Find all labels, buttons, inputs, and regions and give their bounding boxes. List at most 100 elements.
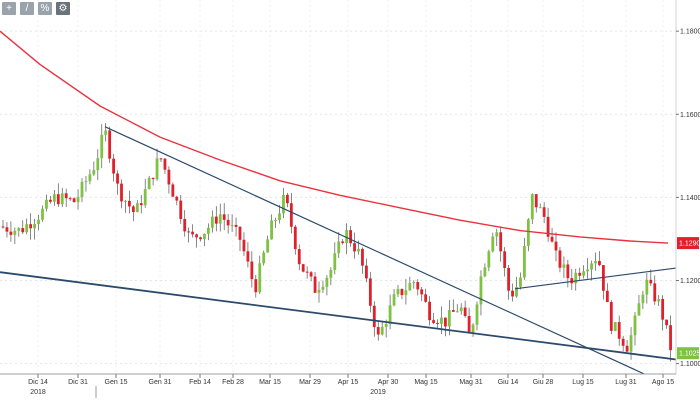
trendline-upper-downtrend: [104, 126, 677, 390]
ma-line: [0, 30, 669, 244]
candle-body: [467, 316, 471, 334]
candle-body: [135, 203, 139, 213]
candle-body: [143, 189, 147, 206]
candle-body: [621, 338, 625, 346]
candle-body: [100, 134, 104, 159]
candle-body: [380, 326, 384, 335]
candle-body: [400, 288, 404, 296]
candle-body: [372, 305, 376, 328]
candle-body: [337, 241, 341, 254]
candle-body: [321, 286, 325, 290]
candle-body: [289, 203, 293, 227]
x-tick-label: Apr 15: [338, 379, 359, 386]
candle-body: [155, 158, 159, 180]
candle-body: [649, 279, 653, 284]
candle-body: [444, 317, 447, 327]
candle-body: [52, 194, 56, 202]
candles: [1, 122, 672, 362]
candle-body: [175, 196, 179, 201]
candle-body: [278, 213, 281, 220]
candle-body: [570, 278, 574, 284]
x-axis-band: [0, 374, 700, 400]
candle-body: [33, 224, 36, 229]
candle-body: [242, 239, 246, 252]
candle-body: [554, 241, 558, 251]
candle-body: [112, 158, 115, 174]
candle-body: [128, 200, 131, 207]
candle-body: [333, 253, 337, 270]
candle-body: [578, 272, 582, 276]
y-axis: 1.1800 1.1600 1.1400 1.1200 1.1000: [676, 29, 700, 368]
candle-body: [199, 237, 202, 240]
candle-body: [653, 283, 657, 302]
candle-body: [526, 219, 530, 246]
candle-body: [447, 310, 451, 327]
candle-body: [293, 226, 297, 250]
candle-body: [392, 294, 396, 306]
candle-body: [163, 158, 167, 170]
candle-body: [250, 261, 254, 280]
candle-body: [459, 307, 463, 312]
candle-body: [368, 278, 372, 306]
annotate-icon[interactable]: %: [38, 2, 52, 15]
candle-body: [274, 219, 277, 221]
candle-body: [586, 269, 589, 272]
candle-body: [68, 198, 72, 200]
settings-icon[interactable]: ⚙: [56, 2, 70, 15]
candle-body: [56, 194, 60, 205]
x-tick-label: Gen 15: [105, 379, 128, 386]
x-tick-label: Dic 31: [68, 379, 88, 386]
candle-body: [37, 219, 40, 225]
candle-body: [361, 248, 364, 266]
candle-body: [5, 227, 9, 232]
candle-body: [187, 231, 191, 233]
candle-body: [534, 194, 538, 208]
candle-body: [483, 267, 487, 277]
candle-body: [282, 194, 285, 214]
candle-body: [60, 193, 64, 205]
candle-body: [633, 315, 637, 336]
candle-body: [195, 234, 198, 238]
x-tick-label: Feb 28: [222, 379, 244, 386]
candle-body: [641, 294, 645, 304]
candle-body: [428, 301, 431, 321]
x-tick-label: Feb 14: [189, 379, 211, 386]
crosshair-icon[interactable]: +: [2, 2, 16, 15]
y-tick-label: 1.1400: [680, 195, 700, 202]
candle-body: [167, 169, 171, 185]
candle-body: [408, 283, 412, 291]
candle-body: [210, 216, 214, 228]
candle-body: [179, 200, 183, 220]
candle-body: [594, 260, 597, 264]
candle-body: [92, 170, 96, 175]
draw-line-icon[interactable]: /: [20, 2, 34, 15]
candle-body: [669, 325, 672, 351]
candle-body: [96, 158, 100, 171]
x-tick-label: Giu 14: [498, 379, 519, 386]
x-tick-label: Apr 30: [378, 379, 399, 386]
candle-body: [345, 230, 349, 244]
candle-body: [139, 203, 143, 206]
candle-body: [191, 231, 194, 235]
candle-body: [254, 279, 258, 293]
candle-body: [436, 322, 439, 324]
moving-average: [0, 30, 669, 244]
candle-body: [25, 224, 29, 233]
candle-body: [309, 272, 313, 277]
candle-body: [88, 174, 92, 182]
candle-body: [207, 227, 210, 234]
x-tick-label: Giu 28: [533, 379, 554, 386]
candle-body: [420, 289, 424, 295]
candle-body: [605, 290, 609, 303]
x-tick-label: Mag 31: [459, 379, 482, 386]
candle-body: [538, 207, 542, 209]
candle-body: [325, 277, 329, 287]
candle-body: [519, 277, 522, 287]
candle-body: [404, 290, 408, 296]
plot-area: [0, 0, 676, 374]
candle-body: [84, 181, 88, 183]
candle-body: [305, 271, 309, 273]
candle-body: [226, 219, 230, 226]
candle-body: [471, 324, 475, 334]
